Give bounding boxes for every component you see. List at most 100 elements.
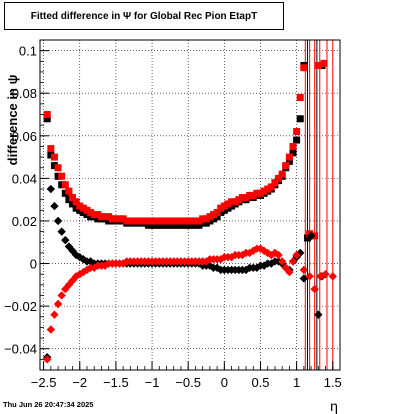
- data-point-square: [213, 213, 221, 221]
- data-point-square: [43, 115, 51, 123]
- data-point-diamond: [306, 231, 316, 241]
- data-point-square: [72, 204, 80, 212]
- data-point-diamond: [321, 269, 330, 279]
- data-point-square: [148, 217, 156, 225]
- data-point-square: [170, 217, 178, 225]
- data-point-square: [94, 211, 102, 219]
- data-point-square: [242, 194, 250, 202]
- data-point-square: [144, 221, 152, 229]
- data-point-square: [76, 202, 84, 210]
- data-point-square: [94, 215, 102, 223]
- data-point-square: [199, 219, 207, 227]
- x-tick-label: −1.5: [103, 375, 129, 390]
- data-point-diamond: [328, 272, 337, 281]
- y-tick-label: −0.04: [4, 342, 37, 357]
- data-point-square: [119, 215, 127, 223]
- y-tick-label: 0.06: [12, 129, 37, 144]
- data-point-square: [61, 189, 69, 197]
- x-tick-label: 0: [221, 375, 228, 390]
- data-point-diamond: [299, 265, 309, 275]
- data-point-square: [116, 215, 124, 223]
- data-point-square: [155, 217, 163, 225]
- data-point-square: [285, 157, 293, 165]
- data-point-square: [87, 208, 95, 216]
- y-tick-label: 0.08: [12, 86, 37, 101]
- data-point-square: [83, 211, 91, 219]
- data-point-diamond: [90, 263, 99, 273]
- data-point-square: [282, 162, 290, 170]
- data-point-square: [163, 217, 171, 225]
- x-tick-label: −1: [145, 375, 160, 390]
- data-point-diamond: [53, 216, 63, 226]
- data-point-square: [69, 200, 77, 208]
- data-point-square: [217, 204, 225, 212]
- data-point-square: [173, 221, 181, 229]
- data-point-square: [220, 202, 228, 210]
- data-point-square: [126, 217, 134, 225]
- data-point-diamond: [43, 355, 52, 364]
- data-point-square: [79, 208, 87, 216]
- x-axis-label: η: [330, 398, 338, 414]
- data-point-square: [54, 164, 62, 172]
- data-point-square: [293, 136, 301, 144]
- data-point-square: [206, 217, 214, 225]
- data-point-square: [235, 196, 243, 204]
- data-point-diamond: [46, 325, 56, 334]
- data-point-square: [228, 202, 236, 210]
- data-point-diamond: [288, 257, 298, 266]
- data-point-square: [224, 200, 232, 208]
- data-point-square: [43, 111, 51, 119]
- data-point-square: [177, 217, 185, 225]
- data-point-diamond: [75, 252, 84, 262]
- data-point-square: [112, 215, 120, 223]
- y-tick-label: 0.04: [12, 171, 37, 186]
- data-point-square: [246, 191, 254, 199]
- plot-frame: [39, 39, 341, 371]
- data-point-diamond: [216, 255, 225, 264]
- data-point-square: [220, 206, 228, 214]
- x-tick-label: −0.5: [175, 375, 201, 390]
- data-point-square: [152, 221, 160, 229]
- data-point-diamond: [46, 184, 56, 194]
- data-point-square: [123, 217, 131, 225]
- data-point-square: [296, 115, 304, 123]
- data-point-square: [267, 183, 275, 191]
- data-point-square: [58, 181, 66, 189]
- data-point-square: [181, 217, 189, 225]
- data-point-square: [177, 221, 185, 229]
- data-point-square: [264, 185, 272, 193]
- data-point-square: [47, 151, 55, 159]
- data-point-square: [289, 142, 297, 150]
- data-point-square: [155, 221, 163, 229]
- data-point-square: [79, 204, 87, 212]
- data-point-diamond: [314, 310, 323, 319]
- chart-title: Fitted difference in Ψ for Global Rec Pi…: [4, 2, 284, 30]
- data-point-square: [184, 217, 192, 225]
- y-tick-label: 0.02: [12, 214, 37, 229]
- data-point-square: [166, 221, 174, 229]
- data-point-diamond: [57, 227, 66, 236]
- data-point-square: [97, 213, 105, 221]
- data-point-square: [76, 206, 84, 214]
- data-point-square: [184, 221, 192, 229]
- data-point-square: [296, 93, 304, 101]
- data-point-square: [260, 187, 268, 195]
- y-tick-label: 0: [30, 257, 37, 272]
- data-point-square: [101, 213, 109, 221]
- data-point-square: [72, 198, 80, 206]
- error-bars: [46, 40, 334, 370]
- data-point-square: [141, 217, 149, 225]
- data-point-square: [278, 170, 286, 178]
- data-point-square: [170, 221, 178, 229]
- data-point-square: [87, 213, 95, 221]
- data-point-square: [275, 174, 283, 182]
- data-point-square: [134, 217, 142, 225]
- data-point-diamond: [277, 257, 287, 266]
- data-point-square: [144, 217, 152, 225]
- data-point-square: [300, 64, 308, 72]
- data-point-square: [130, 217, 138, 225]
- data-point-square: [238, 194, 246, 202]
- x-tick-label: 1: [293, 375, 300, 390]
- data-point-square: [166, 217, 174, 225]
- y-tick-label: −0.02: [4, 299, 37, 314]
